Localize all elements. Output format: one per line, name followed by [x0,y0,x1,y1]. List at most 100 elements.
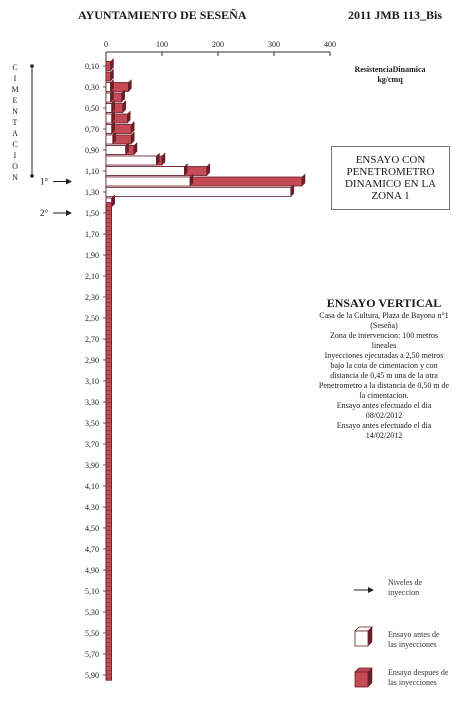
depth-tick-label: 3,70 [85,440,99,449]
test-info-line: Penetrometro a la distancia de 0,50 m de… [318,381,450,400]
depth-tick-label: 3,30 [85,398,99,407]
depth-tick-label: 5,10 [85,587,99,596]
depth-tick-label: 2,50 [85,314,99,323]
x-tick-label: 400 [324,40,336,49]
injection-arrow-head [66,210,72,216]
bar-after-side [110,57,114,72]
cimentacion-letter: M [11,85,19,94]
depth-tick-label: 1,30 [85,188,99,197]
depth-tick-label: 1,70 [85,230,99,239]
depth-tick-label: 0,90 [85,146,99,155]
bracket-dot [30,64,34,68]
zone-box-line: ENSAYO CON [355,154,426,166]
bar-before [105,82,111,92]
cimentacion-letter: A [12,129,18,138]
bar-after-side [130,131,135,145]
cimentacion-letter: T [12,118,18,127]
bar-after-side [133,141,138,156]
depth-tick-label: 4,30 [85,503,99,512]
bar-after [105,71,111,82]
x-tick-label: 100 [156,40,168,49]
x-tick-label: 300 [268,40,280,49]
x-tick-label: 200 [212,40,224,49]
cimentacion-letter: I [13,151,17,160]
legend-before-swatch [354,630,369,647]
legend-after-label: Ensayo despues de las inyecciones [388,668,449,687]
injection-level-label: 2° [40,208,49,218]
cimentacion-letter: C [12,140,18,149]
zone-test-box: ENSAYO CON PENETROMETRO DINAMICO EN LA Z… [331,146,450,210]
depth-tick-label: 3,90 [85,461,99,470]
depth-tick-label: 5,70 [85,650,99,659]
depth-tick-label: 4,70 [85,545,99,554]
depth-tick-label: 5,30 [85,608,99,617]
cimentacion-letter: N [12,107,18,116]
test-info-line: Ensayo antes efectuado el dia 14/02/2012 [336,421,432,440]
bar-before [105,124,112,134]
depth-tick-label: 5,50 [85,629,99,638]
bar-before [105,113,112,124]
depth-tick-label: 4,50 [85,524,99,533]
depth-tick-label: 5,90 [85,671,99,680]
bar-before [105,155,157,166]
resistance-title: ResistenciaDinamica [354,65,426,74]
resistance-unit-label: ResistenciaDinamica kg/cmq [340,65,440,85]
legend-arrow-label: Niveles de inyeccion [388,578,422,597]
resistance-unit: kg/cmq [377,75,403,84]
injection-arrow-head [66,178,72,185]
cimentacion-letter: O [12,162,18,171]
deep-profile-stem [105,202,112,681]
bar-after-side [127,110,131,124]
depth-tick-label: 4,10 [85,482,99,491]
bar-after-side [301,173,306,187]
cimentacion-letter: N [12,173,18,182]
bar-before [105,176,191,187]
depth-tick-label: 4,90 [85,566,99,575]
test-info-line: Ensayo antes efectuado el dia 08/02/2012 [336,401,432,420]
depth-tick-label: 1,90 [85,251,99,260]
legend-after-swatch [354,671,369,688]
depth-tick-label: 0,30 [85,83,99,92]
depth-tick-label: 2,10 [85,272,99,281]
x-tick-label: 0 [104,40,108,49]
bar-before [105,134,114,145]
legend-arrow-head [368,587,374,593]
bar-after-side [128,78,132,93]
test-info-line: Inyecciones ejecutadas a 2,50 metros baj… [324,351,444,380]
bar-after-side [110,68,114,82]
bar-before [105,92,111,103]
injection-level-label: 1° [40,177,49,187]
depth-tick-label: 2,30 [85,293,99,302]
bar-after [105,61,111,71]
zone-box-line: ZONA 1 [371,190,410,202]
depth-tick-label: 3,10 [85,377,99,386]
bracket-dot [30,174,34,178]
bar-after-side [206,162,211,177]
cimentacion-letter: I [13,74,17,83]
depth-tick-label: 3,50 [85,419,99,428]
bar-after-side [122,99,127,114]
zone-box-line: PENETROMETRO [346,166,435,178]
zone-box-line: DINAMICO EN LA [344,178,437,190]
depth-tick-label: 0,50 [85,104,99,113]
depth-tick-label: 1,10 [85,167,99,176]
depth-tick-label: 1,50 [85,209,99,218]
test-info-line: Zona de intervencion: 100 metros lineale… [330,331,438,350]
depth-tick-label: 0,70 [85,125,99,134]
depth-tick-label: 0,10 [85,62,99,71]
cimentacion-letter: C [12,63,18,72]
test-info-title: ENSAYO VERTICAL [326,296,442,310]
bar-after-side [161,152,166,166]
test-info-line: Casa de la Cultura, Plaza de Bayona n°1 … [319,311,449,330]
cimentacion-letter: E [12,96,18,105]
bar-before [105,103,112,113]
legend-before-label: Ensayo antes de las inyecciones [388,630,440,649]
bar-before [105,145,127,155]
bar-before [105,187,292,197]
report-title: AYUNTAMIENTO DE SESEÑA [78,8,247,22]
report-code: 2011 JMB 113_Bis [348,8,443,22]
test-info-block: ENSAYO VERTICAL Casa de la Cultura, Plaz… [318,296,450,441]
depth-tick-label: 2,70 [85,335,99,344]
